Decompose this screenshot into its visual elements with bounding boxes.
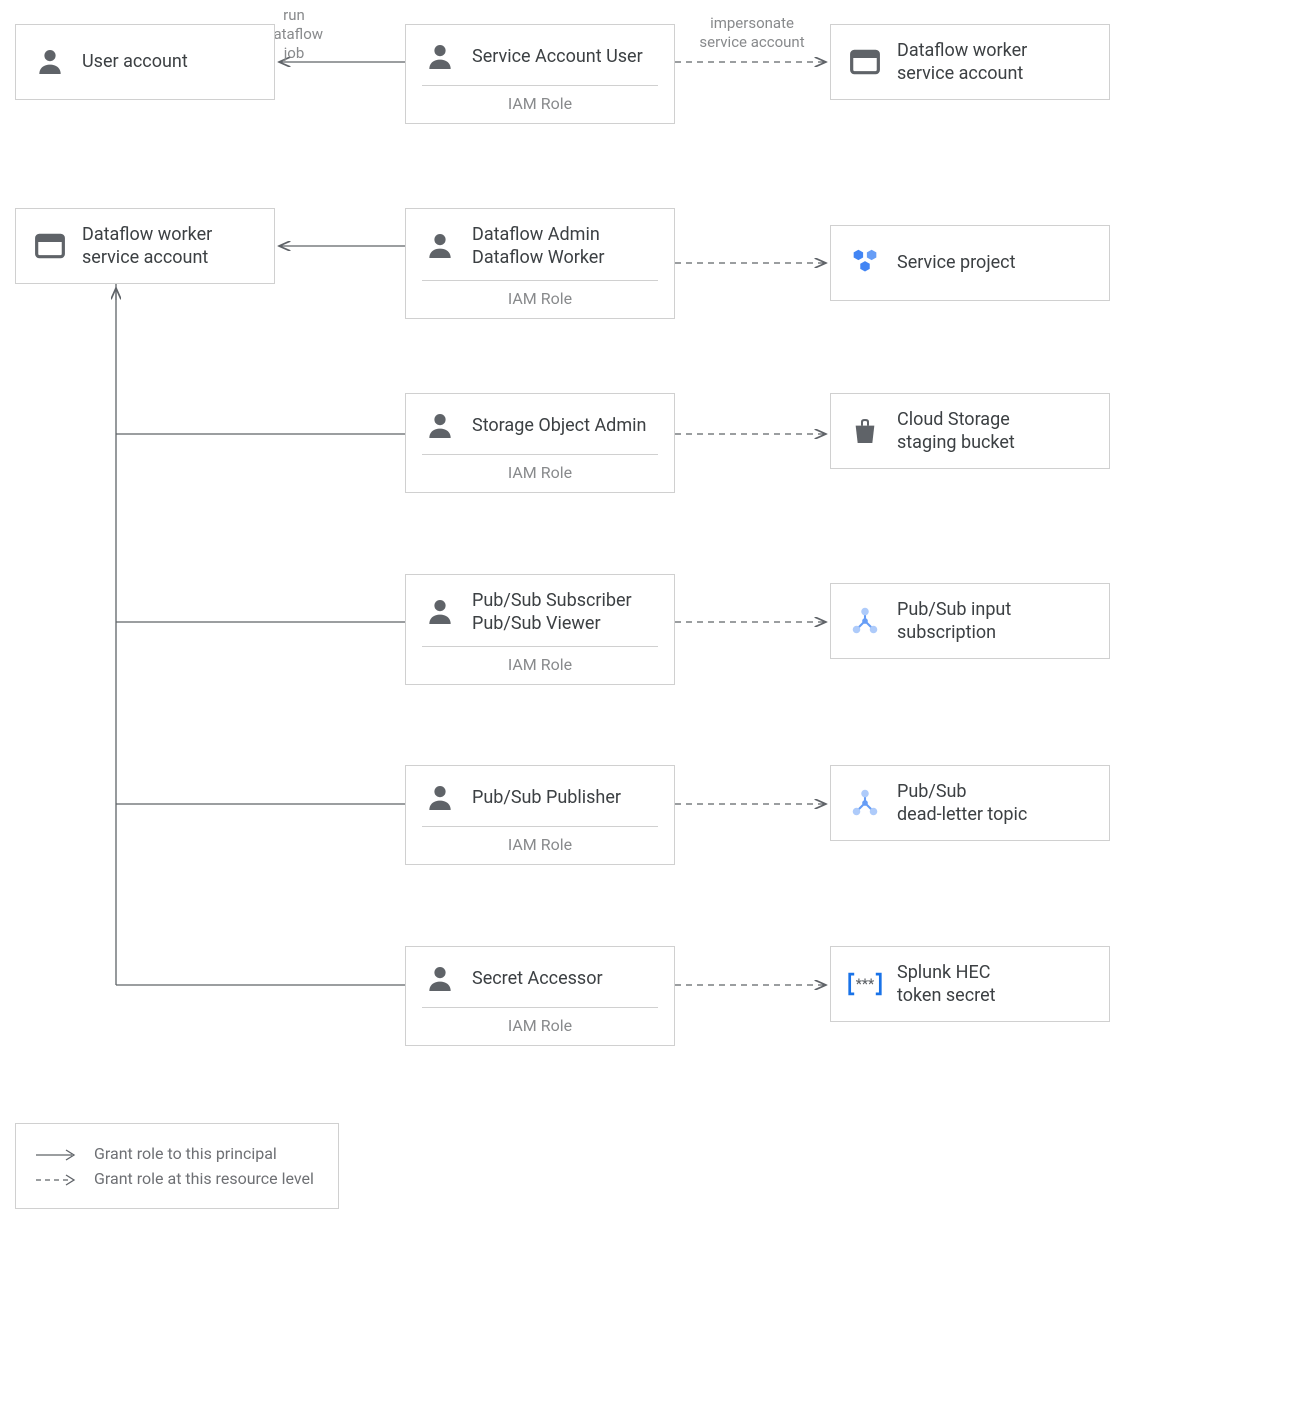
node-label: Pub/Sub dead-letter topic: [897, 780, 1027, 827]
legend-dashed-arrow-icon: [34, 1172, 78, 1186]
pubsub-icon: [847, 603, 883, 639]
legend-row-dashed: Grant role at this resource level: [34, 1169, 320, 1188]
person-icon: [422, 594, 458, 630]
pubsub-icon: [847, 785, 883, 821]
person-icon: [422, 961, 458, 997]
node-label: Splunk HEC token secret: [897, 961, 996, 1008]
edge-label-impersonate: impersonate service account: [692, 14, 812, 52]
role-subtitle: IAM Role: [422, 94, 658, 113]
role-subtitle: IAM Role: [422, 463, 658, 482]
person-icon: [422, 39, 458, 75]
legend-text: Grant role to this principal: [94, 1144, 277, 1163]
person-icon: [422, 408, 458, 444]
bucket-icon: [847, 413, 883, 449]
legend-text: Grant role at this resource level: [94, 1169, 314, 1188]
node-dataflow-admin-worker: Dataflow Admin Dataflow Worker IAM Role: [405, 208, 675, 319]
role-title: Secret Accessor: [472, 967, 603, 990]
person-icon: [32, 44, 68, 80]
browser-icon: [32, 228, 68, 264]
node-pubsub-publisher: Pub/Sub Publisher IAM Role: [405, 765, 675, 865]
role-title: Pub/Sub Publisher: [472, 786, 621, 809]
node-label: User account: [82, 50, 188, 73]
node-pubsub-sub-viewer: Pub/Sub Subscriber Pub/Sub Viewer IAM Ro…: [405, 574, 675, 685]
node-storage-object-admin: Storage Object Admin IAM Role: [405, 393, 675, 493]
legend-row-solid: Grant role to this principal: [34, 1144, 320, 1163]
legend: Grant role to this principal Grant role …: [15, 1123, 339, 1209]
person-icon: [422, 228, 458, 264]
node-label: Dataflow worker service account: [897, 39, 1027, 86]
role-subtitle: IAM Role: [422, 289, 658, 308]
role-title: Service Account User: [472, 45, 643, 68]
role-subtitle: IAM Role: [422, 655, 658, 674]
node-user-account: User account: [15, 24, 275, 100]
person-icon: [422, 780, 458, 816]
role-title: Storage Object Admin: [472, 414, 646, 437]
node-label: Cloud Storage staging bucket: [897, 408, 1015, 455]
node-service-project: Service project: [830, 225, 1110, 301]
browser-icon: [847, 44, 883, 80]
svg-text:***: ***: [856, 977, 875, 993]
node-label: Service project: [897, 251, 1015, 274]
node-dataflow-worker-sa-left: Dataflow worker service account: [15, 208, 275, 284]
node-service-account-user: Service Account User IAM Role: [405, 24, 675, 124]
legend-solid-arrow-icon: [34, 1147, 78, 1161]
node-pubsub-input-sub: Pub/Sub input subscription: [830, 583, 1110, 659]
node-pubsub-deadletter: Pub/Sub dead-letter topic: [830, 765, 1110, 841]
role-title: Pub/Sub Subscriber Pub/Sub Viewer: [472, 589, 632, 636]
node-splunk-secret: *** Splunk HEC token secret: [830, 946, 1110, 1022]
hexcluster-icon: [847, 245, 883, 281]
node-dataflow-worker-sa-top: Dataflow worker service account: [830, 24, 1110, 100]
node-cloud-storage-bucket: Cloud Storage staging bucket: [830, 393, 1110, 469]
role-subtitle: IAM Role: [422, 835, 658, 854]
node-label: Dataflow worker service account: [82, 223, 212, 270]
node-label: Pub/Sub input subscription: [897, 598, 1011, 645]
secret-icon: ***: [847, 966, 883, 1002]
role-title: Dataflow Admin Dataflow Worker: [472, 223, 604, 270]
role-subtitle: IAM Role: [422, 1016, 658, 1035]
node-secret-accessor: Secret Accessor IAM Role: [405, 946, 675, 1046]
